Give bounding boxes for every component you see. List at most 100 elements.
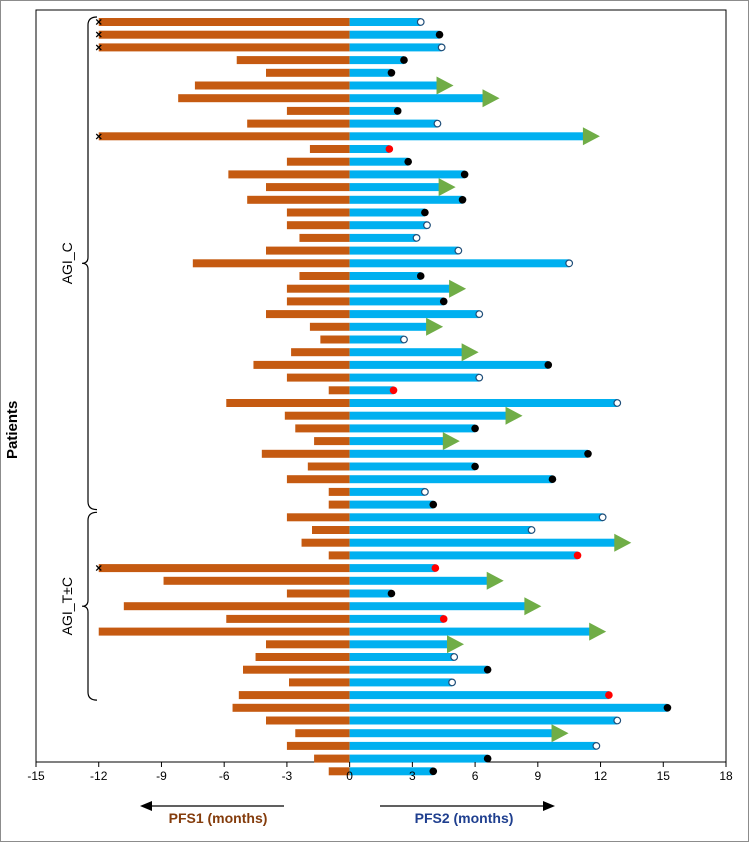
pfs1-bar bbox=[286, 373, 350, 382]
censored-circle bbox=[565, 259, 574, 268]
pfs1-bar bbox=[192, 259, 350, 268]
ongoing-arrow bbox=[524, 597, 542, 616]
pfs2-bar bbox=[349, 246, 459, 255]
censored-circle bbox=[437, 43, 446, 52]
pfs2-bar bbox=[349, 284, 453, 293]
pfs1-bar bbox=[226, 399, 350, 407]
pfs2-bar bbox=[349, 564, 436, 573]
pfs1-bar bbox=[286, 157, 350, 166]
ongoing-arrow bbox=[486, 571, 504, 590]
pfs2-bar bbox=[349, 183, 442, 192]
pfs1-bar bbox=[98, 132, 350, 141]
ongoing-arrow bbox=[614, 533, 632, 552]
pfs2-bar bbox=[349, 233, 417, 242]
pfs1-bar bbox=[286, 741, 350, 750]
ongoing-arrow bbox=[447, 635, 464, 654]
progression-dot bbox=[544, 361, 553, 369]
pfs2-bar bbox=[349, 640, 450, 649]
pfs1-bar bbox=[291, 348, 350, 357]
pfs1-bar bbox=[286, 475, 350, 484]
pfs2-bar bbox=[349, 208, 425, 217]
x-tick-label: 12 bbox=[594, 769, 608, 783]
pfs1-bar bbox=[98, 18, 350, 26]
pfs1-bar bbox=[247, 195, 350, 204]
progression-dot bbox=[460, 170, 469, 179]
x-tick-label: 6 bbox=[472, 769, 479, 783]
progression-dot bbox=[429, 767, 438, 776]
pfs2-bar bbox=[349, 335, 404, 344]
pfs2-bar bbox=[349, 729, 555, 738]
pfs2-bar bbox=[349, 259, 570, 268]
pfs2-bar bbox=[349, 500, 434, 509]
pfs2-bar bbox=[349, 449, 588, 458]
pfs1-bar bbox=[228, 170, 350, 179]
pfs2-bar bbox=[349, 221, 427, 230]
pfs1-bar bbox=[266, 640, 350, 649]
ongoing-arrow bbox=[442, 432, 460, 451]
pfs1-bar bbox=[261, 449, 350, 458]
pfs2-bar bbox=[349, 767, 434, 776]
pfs1-bar bbox=[309, 145, 350, 153]
death-dot bbox=[431, 564, 440, 572]
pfs2-bar bbox=[349, 614, 444, 623]
ongoing-arrow bbox=[461, 343, 479, 362]
pfs1-bar bbox=[266, 310, 350, 319]
pfs1-bar bbox=[314, 754, 350, 763]
pfs2-bar bbox=[349, 43, 442, 52]
pfs1-bar bbox=[309, 322, 350, 331]
pfs1-bar bbox=[286, 221, 350, 230]
x-tick-label: 18 bbox=[719, 769, 733, 783]
pfs2-bar bbox=[349, 487, 425, 496]
pfs2-arrow-icon bbox=[543, 801, 555, 811]
ongoing-arrow bbox=[436, 76, 454, 95]
ongoing-arrow bbox=[589, 622, 607, 641]
pfs2-bar bbox=[349, 589, 392, 598]
pfs1-bar bbox=[266, 183, 350, 192]
progression-dot bbox=[400, 56, 408, 64]
pfs2-bar bbox=[349, 665, 488, 674]
pfs2-bar bbox=[349, 68, 392, 77]
progression-dot bbox=[483, 754, 492, 763]
x-marker: × bbox=[95, 129, 102, 143]
progression-dot bbox=[471, 462, 479, 471]
pfs2-bar bbox=[349, 653, 455, 661]
pfs1-bar bbox=[328, 386, 350, 395]
censored-circle bbox=[448, 678, 456, 687]
x-marker: × bbox=[95, 15, 102, 29]
pfs2-bar bbox=[349, 602, 528, 611]
pfs2-legend-label: PFS2 (months) bbox=[415, 810, 514, 826]
pfs1-bar bbox=[98, 627, 350, 636]
pfs2-bar bbox=[349, 297, 444, 306]
progression-dot bbox=[548, 475, 557, 484]
pfs2-bar bbox=[349, 360, 549, 369]
pfs1-bar bbox=[307, 462, 350, 471]
progression-dot bbox=[584, 450, 592, 458]
pfs1-bar bbox=[266, 68, 350, 77]
death-dot bbox=[439, 615, 448, 623]
death-dot bbox=[573, 551, 582, 560]
x-marker: × bbox=[95, 561, 102, 575]
pfs2-bar bbox=[349, 322, 430, 331]
pfs2-bar bbox=[349, 399, 618, 407]
progression-dot bbox=[421, 208, 429, 217]
censored-circle bbox=[421, 488, 429, 496]
progression-dot bbox=[458, 196, 467, 204]
x-tick-label: -3 bbox=[282, 769, 293, 783]
progression-dot bbox=[416, 272, 425, 280]
pfs2-bar bbox=[349, 551, 578, 560]
pfs2-bar bbox=[349, 513, 603, 522]
ongoing-arrow bbox=[438, 178, 456, 197]
ongoing-arrow bbox=[582, 127, 600, 146]
pfs2-bar bbox=[349, 30, 440, 39]
ongoing-arrow bbox=[449, 279, 467, 298]
pfs2-bar bbox=[349, 475, 553, 484]
ongoing-arrow bbox=[505, 406, 523, 425]
pfs1-bar bbox=[286, 513, 350, 522]
progression-dot bbox=[393, 107, 402, 115]
censored-circle bbox=[454, 246, 463, 255]
pfs2-bar bbox=[349, 132, 586, 141]
progression-dot bbox=[663, 704, 672, 712]
pfs1-bar bbox=[98, 564, 350, 573]
censored-circle bbox=[527, 526, 536, 534]
progression-dot bbox=[483, 665, 492, 674]
